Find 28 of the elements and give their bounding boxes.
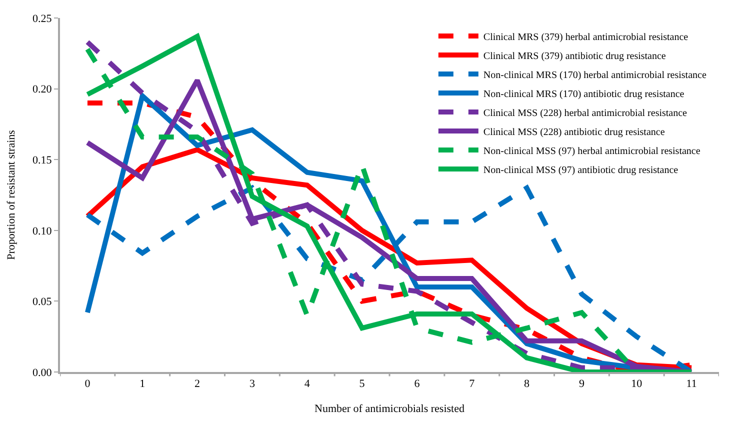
y-axis-title: Proportion of resistant strains [6,130,18,260]
legend-label: Non-clinical MSS (97) herbal antimicrobial resistance [483,146,701,157]
legend-label: Non-clinical MRS (170) antibiotic drug resistance [483,88,685,100]
y-tick-label: 0.00 [32,366,52,379]
x-tick-label: 4 [304,378,310,390]
x-tick-label: 2 [194,378,200,390]
x-tick-label: 6 [414,378,420,390]
x-tick-label: 10 [631,378,643,390]
y-tick-label: 0.20 [32,84,52,96]
x-tick-label: 9 [578,378,585,390]
x-tick-label: 7 [469,378,476,390]
legend-label: Clinical MSS (228) herbal antimicrobial resistance [483,108,688,119]
x-tick-label: 1 [140,378,146,390]
y-tick-label: 0.05 [32,296,52,308]
y-tick-label: 0.10 [32,225,52,238]
y-tick-label: 0.15 [32,154,52,166]
legend-label: Non-clinical MRS (170) herbal antimicrobial resistance [483,70,707,81]
legend-label: Non-clinical MSS (97) antibiotic drug resistance [483,164,679,176]
x-tick-label: 3 [249,378,256,390]
x-tick-label: 5 [359,378,366,390]
x-tick-label: 8 [524,378,530,390]
y-tick-label: 0.25 [32,12,52,25]
x-tick-label: 0 [84,378,91,390]
x-tick-label: 11 [686,378,697,390]
legend-label: Clinical MRS (379) antibiotic drug resistance [483,50,666,62]
legend-label: Clinical MRS (379) herbal antimicrobial resistance [483,32,689,43]
legend-label: Clinical MSS (228) antibiotic drug resistance [483,126,666,138]
x-axis-title: Number of antimicrobials resisted [314,402,465,415]
